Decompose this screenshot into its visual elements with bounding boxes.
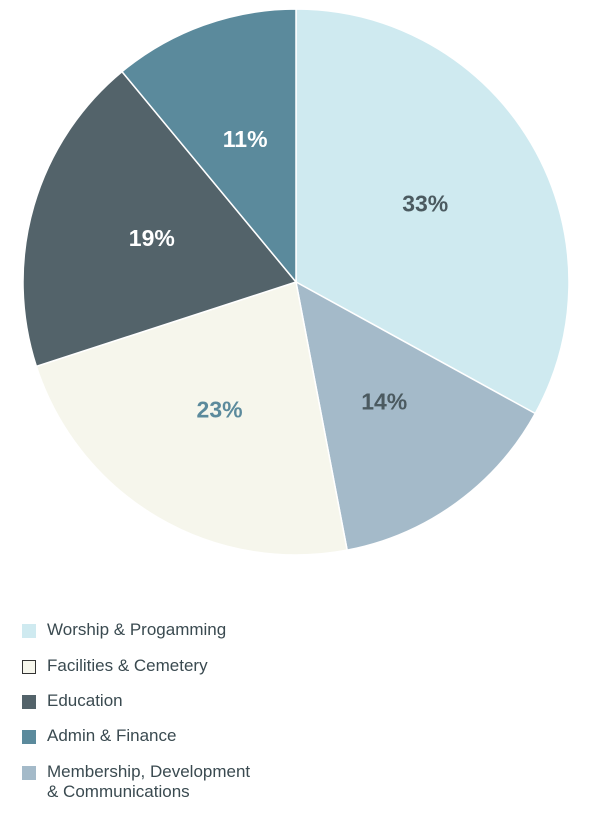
legend-item: Facilities & Cemetery: [22, 656, 208, 676]
legend-item: Membership, Development & Communications: [22, 762, 250, 802]
legend-label: Worship & Progamming: [47, 620, 227, 639]
legend-label: Membership, Development & Communications: [47, 762, 251, 801]
legend-swatch: [22, 660, 36, 674]
pie-chart: 33% 14% 23% 19% 11%: [22, 8, 570, 556]
legend-label: Education: [47, 691, 123, 710]
pie-slice-1: [294, 280, 537, 552]
legend-swatch: [22, 730, 36, 744]
pie-slice-4: [120, 8, 297, 285]
slice-value-label: 19%: [129, 225, 175, 251]
legend-label: Admin & Finance: [47, 726, 177, 745]
legend-item: Admin & Finance: [22, 726, 176, 746]
pie-slice-0: [295, 8, 570, 415]
slice-value-label: 14%: [361, 389, 407, 415]
legend-swatch: [22, 624, 36, 638]
legend-item: Worship & Progamming: [22, 620, 226, 640]
slice-value-label: 33%: [402, 191, 448, 217]
legend-swatch: [22, 766, 36, 780]
legend-swatch: [22, 695, 36, 709]
slice-value-label: 11%: [223, 126, 268, 152]
pie-slice-2: [35, 281, 349, 556]
legend-label: Facilities & Cemetery: [47, 656, 208, 675]
pie-slice-3: [22, 70, 298, 368]
legend-item: Education: [22, 691, 123, 711]
slice-value-label: 23%: [197, 396, 243, 422]
